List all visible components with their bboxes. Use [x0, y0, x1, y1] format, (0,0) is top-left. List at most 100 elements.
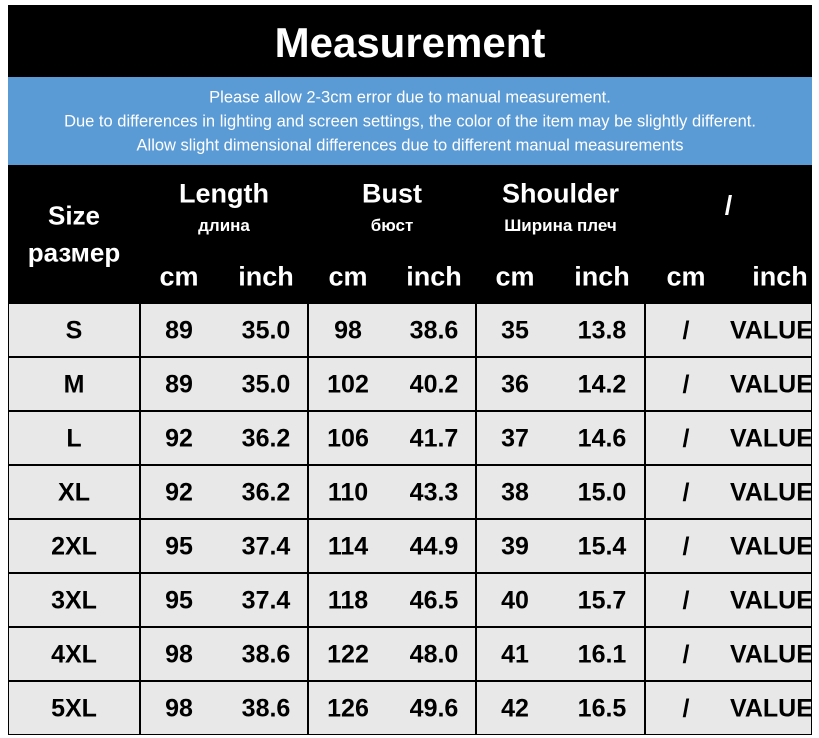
notes-band: Please allow 2-3cm error due to manual m… — [8, 77, 812, 165]
table-row: 4XL 98 38.6 122 48.0 41 16.1 / VALUE — [8, 627, 813, 681]
cell-bg — [645, 519, 812, 573]
value-cell: 92 — [165, 424, 193, 453]
title: Measurement — [274, 19, 546, 66]
note-line: Please allow 2-3cm error due to manual m… — [209, 88, 611, 107]
cell-bg — [645, 411, 812, 465]
value-cell: 48.0 — [409, 640, 459, 669]
value-cell: / — [682, 424, 690, 453]
cell-bg — [645, 573, 812, 627]
value-cell: 15.0 — [577, 478, 627, 507]
value-cell: 36 — [501, 370, 529, 399]
value-cell: 15.7 — [577, 586, 627, 615]
table-row: S 89 35.0 98 38.6 35 13.8 / VALUE — [8, 303, 813, 357]
value-cell: 95 — [165, 586, 193, 615]
value-cell: VALUE — [730, 532, 813, 561]
cell-bg — [476, 465, 645, 519]
value-cell: 43.3 — [409, 478, 459, 507]
value-cell: 37.4 — [241, 532, 291, 561]
group-name: / — [724, 190, 733, 221]
group-sub: бюст — [370, 216, 414, 235]
cell-bg — [140, 519, 308, 573]
table-row: L 92 36.2 106 41.7 37 14.6 / VALUE — [8, 411, 813, 465]
value-cell: 40.2 — [409, 370, 459, 399]
value-cell: 98 — [165, 640, 193, 669]
cell-bg — [8, 627, 140, 681]
group-name: Shoulder — [501, 178, 620, 209]
cell-bg — [476, 573, 645, 627]
value-cell: 126 — [327, 694, 369, 723]
value-cell: VALUE — [730, 640, 813, 669]
group-name: Bust — [362, 178, 422, 209]
title-bar: Measurement — [8, 5, 812, 77]
cell-bg — [476, 681, 645, 735]
cell-bg — [476, 357, 645, 411]
value-cell: 44.9 — [409, 532, 459, 561]
value-cell: / — [682, 586, 690, 615]
cell-bg — [308, 627, 476, 681]
value-cell: 38 — [501, 478, 529, 507]
value-cell: 14.6 — [577, 424, 627, 453]
value-cell: 95 — [165, 532, 193, 561]
cell-bg — [308, 357, 476, 411]
cell-bg — [308, 411, 476, 465]
group-sub: длина — [198, 216, 250, 235]
group-sub: Ширина плеч — [504, 216, 617, 235]
table-row: 5XL 98 38.6 126 49.6 42 16.5 / VALUE — [8, 681, 813, 735]
value-cell: 35.0 — [241, 370, 291, 399]
value-cell: 35 — [501, 316, 529, 345]
cell-bg — [8, 357, 140, 411]
size-cell: 3XL — [51, 586, 97, 615]
cell-bg — [308, 303, 476, 357]
value-cell: 15.4 — [577, 532, 627, 561]
size-cell: S — [65, 316, 83, 345]
cell-bg — [140, 573, 308, 627]
note-line: Due to differences in lighting and scree… — [64, 112, 756, 131]
value-cell: 16.5 — [577, 694, 627, 723]
header: Size размер Length длина cm inch Bust бюст cm inc… — [8, 165, 812, 303]
unit-label: inch — [406, 261, 462, 292]
table-row: 2XL 95 37.4 114 44.9 39 15.4 / VALUE — [8, 519, 813, 573]
value-cell: VALUE — [730, 694, 813, 723]
unit-label: cm — [328, 261, 368, 292]
value-cell: 39 — [501, 532, 529, 561]
value-cell: / — [682, 694, 690, 723]
cell-bg — [8, 303, 140, 357]
unit-label: inch — [574, 261, 630, 292]
value-cell: 106 — [327, 424, 369, 453]
cell-bg — [140, 627, 308, 681]
size-header: Size — [47, 200, 101, 231]
cell-bg — [308, 681, 476, 735]
value-cell: 36.2 — [241, 478, 291, 507]
cell-bg — [308, 573, 476, 627]
cell-bg — [8, 573, 140, 627]
value-cell: / — [682, 370, 690, 399]
value-cell: 110 — [327, 478, 369, 507]
value-cell: / — [682, 532, 690, 561]
cell-bg — [308, 465, 476, 519]
table-row: XL 92 36.2 110 43.3 38 15.0 / VALUE — [8, 465, 813, 519]
cell-bg — [8, 519, 140, 573]
unit-label: cm — [495, 261, 535, 292]
value-cell: 13.8 — [577, 316, 627, 345]
cell-bg — [645, 303, 812, 357]
unit-label: cm — [666, 261, 706, 292]
value-cell: VALUE — [730, 478, 813, 507]
group-name: Length — [179, 178, 269, 209]
cell-bg — [476, 519, 645, 573]
value-cell: VALUE — [730, 424, 813, 453]
value-cell: 35.0 — [241, 316, 291, 345]
value-cell: 98 — [334, 316, 362, 345]
cell-bg — [140, 303, 308, 357]
cell-bg — [476, 627, 645, 681]
unit-label: inch — [238, 261, 294, 292]
size-cell: XL — [58, 478, 90, 507]
note-line: Allow slight dimensional differences due… — [136, 136, 684, 155]
value-cell: 102 — [327, 370, 369, 399]
value-cell: 89 — [165, 370, 193, 399]
size-cell: M — [63, 370, 85, 399]
cell-bg — [8, 681, 140, 735]
cell-bg — [645, 627, 812, 681]
value-cell: 41 — [501, 640, 529, 669]
value-cell: 118 — [327, 586, 369, 615]
